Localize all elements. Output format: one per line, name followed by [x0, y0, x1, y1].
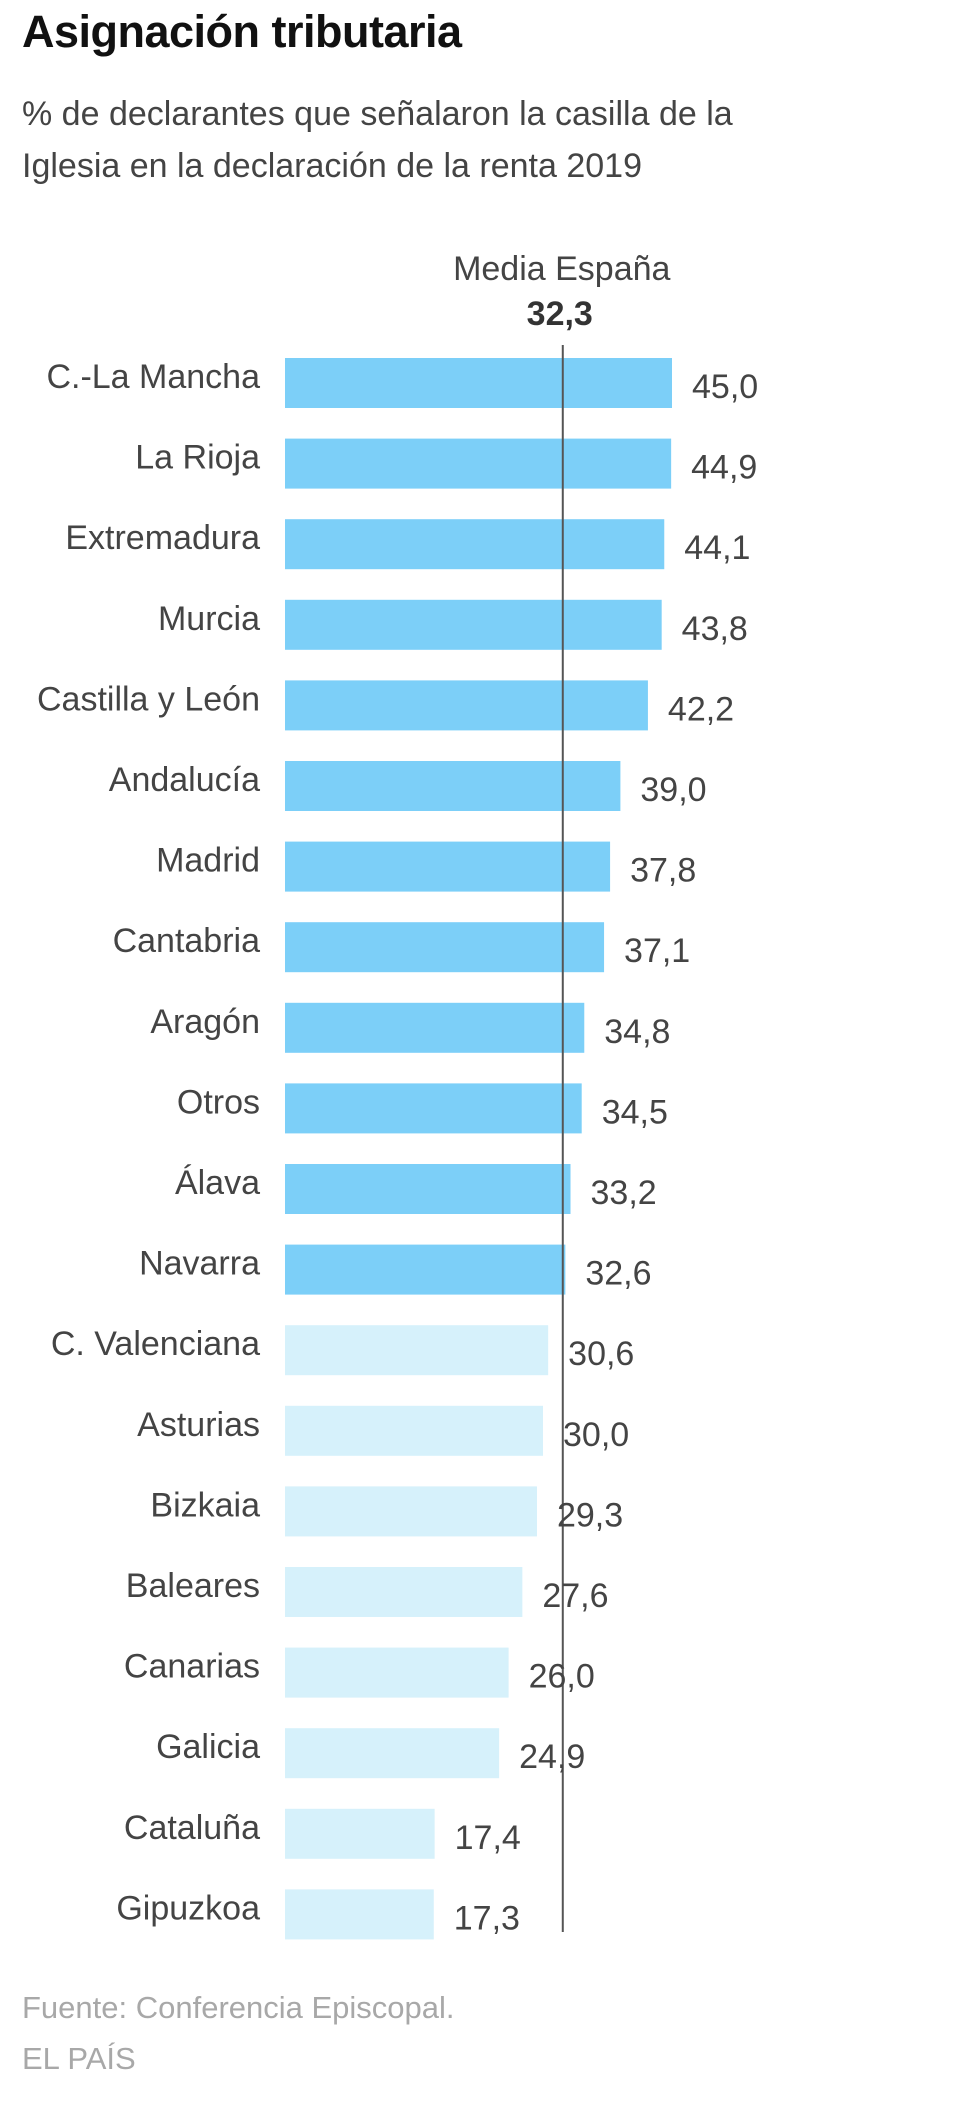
category-label: Álava	[175, 1164, 260, 1202]
mean-value: 32,3	[527, 295, 593, 333]
category-label: Bizkaia	[150, 1486, 260, 1524]
value-label: 45,0	[692, 368, 758, 406]
bar	[285, 1244, 566, 1295]
value-label: 29,3	[557, 1496, 623, 1534]
bar	[285, 519, 665, 570]
bar	[285, 358, 672, 408]
category-label: Murcia	[158, 600, 260, 638]
bar	[285, 1647, 509, 1698]
bar	[285, 1325, 549, 1376]
source-note: Fuente: Conferencia Episcopal.	[22, 1990, 455, 2025]
value-label: 42,2	[668, 690, 734, 728]
value-label: 32,6	[585, 1255, 651, 1293]
category-label: Madrid	[156, 842, 260, 880]
bar	[285, 841, 611, 892]
value-label: 26,0	[529, 1658, 595, 1696]
category-label: Canarias	[124, 1648, 260, 1686]
category-label: La Rioja	[135, 439, 260, 477]
value-label: 34,8	[604, 1013, 670, 1051]
bar	[285, 1808, 435, 1859]
bar	[285, 1083, 582, 1134]
category-label: Extremadura	[65, 519, 260, 557]
bar	[285, 680, 648, 731]
value-label: 33,2	[591, 1174, 657, 1212]
category-label: Navarra	[139, 1245, 260, 1283]
category-label: Otros	[177, 1083, 260, 1121]
bar	[285, 1164, 571, 1214]
bar	[285, 1567, 523, 1617]
bar	[285, 1486, 537, 1537]
category-label: Asturias	[137, 1406, 260, 1444]
bar	[285, 1889, 434, 1940]
value-label: 30,6	[568, 1335, 634, 1373]
bar-chart: Media España 32,3 C.-La Mancha 45,0 La Rio…	[37, 250, 758, 1940]
value-label: 24,9	[519, 1738, 585, 1776]
category-label: C. Valenciana	[51, 1325, 260, 1363]
category-label: Galicia	[156, 1728, 260, 1766]
value-label: 37,1	[624, 932, 690, 970]
value-label: 43,8	[682, 610, 748, 648]
category-label: C.-La Mancha	[46, 358, 260, 396]
chart-subtitle: % de declarantes que señalaron la casill…	[22, 95, 733, 185]
bar	[285, 922, 605, 973]
value-label: 27,6	[542, 1577, 608, 1615]
category-label: Cantabria	[113, 922, 261, 960]
bar	[285, 1405, 543, 1456]
value-label: 44,9	[691, 449, 757, 487]
bar	[285, 599, 662, 650]
value-label: 39,0	[640, 771, 706, 809]
brand-logo: EL PAÍS	[22, 2041, 136, 2076]
value-label: 17,4	[455, 1819, 521, 1857]
chart-title: Asignación tributaria	[22, 6, 462, 57]
category-label: Cataluña	[124, 1809, 260, 1847]
category-label: Gipuzkoa	[116, 1889, 260, 1927]
value-label: 17,3	[454, 1899, 520, 1937]
value-label: 44,1	[684, 529, 750, 567]
category-label: Castilla y León	[37, 680, 260, 718]
mean-label: Media España	[453, 250, 670, 288]
bar	[285, 438, 672, 489]
category-label: Aragón	[150, 1003, 260, 1041]
bar	[285, 1002, 585, 1053]
category-label: Andalucía	[109, 761, 260, 799]
value-label: 30,0	[563, 1416, 629, 1454]
value-label: 37,8	[630, 852, 696, 890]
bar	[285, 1728, 500, 1779]
value-label: 34,5	[602, 1093, 668, 1131]
category-label: Baleares	[126, 1567, 260, 1605]
bar	[285, 761, 621, 811]
